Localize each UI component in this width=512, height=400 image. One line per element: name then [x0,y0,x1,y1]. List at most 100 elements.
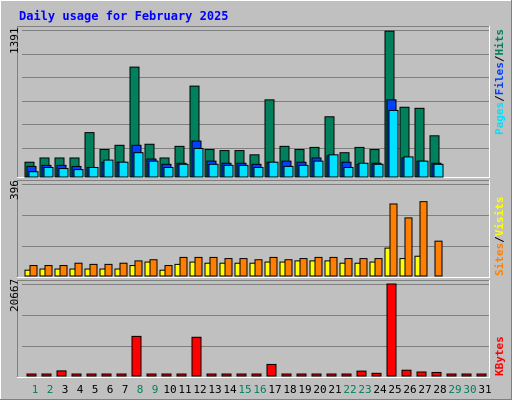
sites-bar [269,256,278,277]
x-tick-label: 4 [77,383,84,396]
kbytes-bar [221,373,232,377]
x-tick-label: 14 [223,383,237,396]
pages-bar [103,159,114,178]
middle-ymax-label: 396 [8,180,21,200]
x-tick-label: 2 [47,383,54,396]
pages-bar [433,163,444,178]
x-tick-label: 25 [388,383,401,396]
x-tick-label: 11 [178,383,191,396]
kbytes-bar [386,283,397,377]
pages-bar [148,160,159,178]
kbytes-bar [356,370,367,377]
pages-bar [88,166,99,178]
x-tick-label: 20 [313,383,326,396]
sites-bar [89,263,98,277]
pages-bar [343,166,354,178]
x-tick-label: 7 [122,383,129,396]
kbytes-bar [326,373,337,377]
pages-bar [73,169,84,178]
kbytes-bar [206,373,217,377]
kbytes-bar [296,373,307,377]
top-ymax-label: 1391 [8,28,21,55]
sites-bar [29,265,38,277]
sites-bar [224,258,233,277]
x-tick-label: 15 [238,383,251,396]
sites-bar [134,260,143,277]
kbytes-bar [251,373,262,377]
pages-bar [223,164,234,178]
legend-top: Pages/Files/Hits [493,29,506,135]
sites-bar [254,259,263,277]
pages-bar [238,164,249,178]
legend-sep-2: / [493,55,506,62]
x-tick-label: 19 [298,383,311,396]
sites-bar [374,258,383,277]
chart-panels [17,26,490,378]
sites-bar [44,265,53,277]
x-tick-label: 18 [283,383,296,396]
pages-bar [313,160,324,178]
legend-hits: Hits [493,29,506,56]
legend-middle: Sites/Visits [493,197,506,277]
pages-bar [298,164,309,178]
x-tick-label: 26 [403,383,416,396]
kbytes-bar [101,373,112,377]
pages-bar [388,109,399,178]
x-tick-label: 30 [463,383,476,396]
kbytes-bar [416,371,427,377]
x-tick-label: 13 [208,383,221,396]
legend-pages: Pages [493,102,506,135]
pages-bar [418,160,429,178]
pages-bar [268,161,279,178]
legend-kbytes: KBytes [493,336,506,376]
panel-top [17,26,490,178]
x-tick-label: 6 [107,383,114,396]
kbytes-bar [371,372,382,377]
kbytes-bar [311,373,322,377]
x-tick-label: 23 [358,383,371,396]
pages-bar [163,166,174,178]
sites-bar [149,259,158,277]
sites-bar [209,256,218,277]
x-tick-label: 12 [193,383,206,396]
sites-bar [389,203,398,277]
pages-bar [208,163,219,178]
sites-bar [179,256,188,277]
sites-bar [194,256,203,277]
panel-bottom [17,280,490,378]
pages-bar [328,154,339,178]
kbytes-bar [116,373,127,377]
kbytes-bar [461,373,472,377]
x-tick-label: 21 [328,383,341,396]
x-tick-label: 31 [478,383,491,396]
kbytes-bar [131,335,142,377]
plot-area [17,280,490,378]
kbytes-bar [266,363,277,377]
pages-bar [118,161,129,178]
kbytes-bar [476,373,487,377]
pages-bar [58,168,69,178]
pages-bar [178,163,189,178]
panel-middle [17,180,490,278]
legend-visits: Visits [493,197,506,237]
x-tick-label: 17 [268,383,281,396]
sites-bar [314,256,323,277]
sites-bar [119,262,128,277]
x-axis-labels: 1 2 3 4 5 6 7 8 9 10 11 12 13 14 15 16 17 18 19 20 21 22 23 24 2… [32,383,492,396]
legend-sep-3: / [493,236,506,243]
sites-bar [404,217,413,277]
chart-title: Daily usage for February 2025 [19,9,229,23]
kbytes-bar [446,373,457,377]
pages-bar [403,156,414,178]
sites-bar [359,258,368,277]
x-tick-label: 9 [152,383,159,396]
kbytes-bar [146,373,157,377]
kbytes-bar [161,373,172,377]
sites-bar [59,265,68,277]
kbytes-bar [86,373,97,377]
x-tick-label: 22 [343,383,356,396]
x-tick-label: 3 [62,383,69,396]
sites-bar [434,240,443,277]
x-tick-label: 10 [163,383,176,396]
pages-bar [193,147,204,178]
